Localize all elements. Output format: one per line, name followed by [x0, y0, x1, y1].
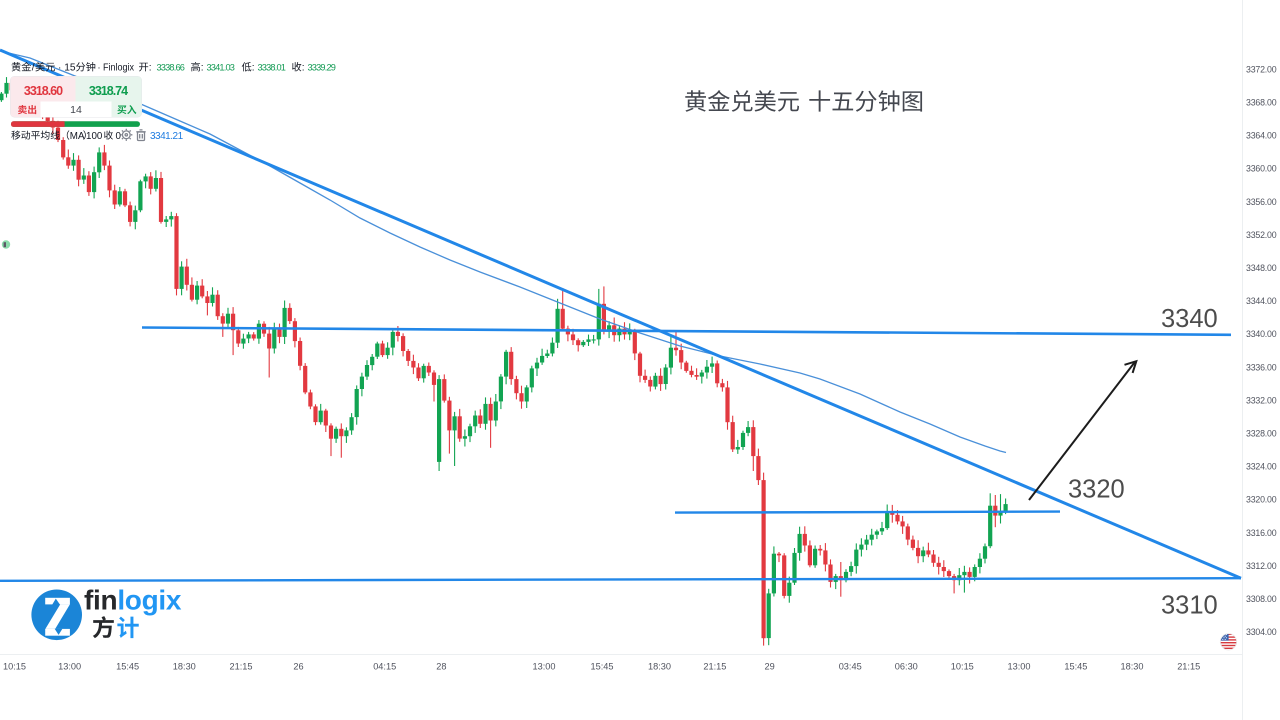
- svg-text:3360.00: 3360.00: [1246, 164, 1277, 174]
- svg-text:03:45: 03:45: [839, 661, 862, 671]
- svg-text:13:00: 13:00: [1008, 661, 1031, 671]
- svg-text:3348.00: 3348.00: [1246, 263, 1277, 273]
- svg-text:29: 29: [764, 661, 774, 671]
- svg-text::: :: [201, 63, 204, 74]
- svg-text:18:30: 18:30: [173, 661, 196, 671]
- svg-text:3338.01: 3338.01: [258, 63, 286, 73]
- svg-text:3318.74: 3318.74: [89, 84, 128, 98]
- svg-text:MA: MA: [70, 131, 85, 142]
- svg-text:0: 0: [116, 131, 122, 142]
- svg-text:3341.03: 3341.03: [207, 63, 235, 73]
- svg-text:18:30: 18:30: [648, 661, 671, 671]
- svg-text:06:30: 06:30: [895, 661, 918, 671]
- svg-text::: :: [302, 63, 305, 74]
- svg-text:3308.00: 3308.00: [1246, 594, 1277, 604]
- svg-text:21:15: 21:15: [1177, 661, 1200, 671]
- svg-text:3372.00: 3372.00: [1246, 64, 1277, 74]
- svg-text:finlogix: finlogix: [84, 585, 182, 616]
- svg-text:26: 26: [293, 661, 303, 671]
- svg-text:3304.00: 3304.00: [1246, 627, 1277, 637]
- svg-text:3368.00: 3368.00: [1246, 98, 1277, 108]
- svg-text:15:45: 15:45: [116, 661, 139, 671]
- svg-text:3320.00: 3320.00: [1246, 495, 1277, 505]
- svg-text:3341.21: 3341.21: [150, 131, 184, 142]
- svg-text:3356.00: 3356.00: [1246, 197, 1277, 207]
- svg-text:3340.00: 3340.00: [1246, 329, 1277, 339]
- svg-text:14: 14: [70, 104, 82, 116]
- svg-text:3316.00: 3316.00: [1246, 528, 1277, 538]
- svg-text:3336.00: 3336.00: [1246, 362, 1277, 372]
- svg-text:15:45: 15:45: [1064, 661, 1087, 671]
- svg-text:3338.66: 3338.66: [157, 63, 185, 73]
- svg-text:10:15: 10:15: [951, 661, 974, 671]
- svg-text:04:15: 04:15: [373, 661, 396, 671]
- svg-text:28: 28: [436, 661, 446, 671]
- svg-text:3324.00: 3324.00: [1246, 462, 1277, 472]
- svg-text:3312.00: 3312.00: [1246, 561, 1277, 571]
- svg-text:3339.29: 3339.29: [308, 63, 336, 73]
- svg-text:· Finlogix: · Finlogix: [98, 63, 135, 74]
- svg-text::: :: [252, 63, 255, 74]
- svg-text:3364.00: 3364.00: [1246, 131, 1277, 141]
- svg-text:3328.00: 3328.00: [1246, 429, 1277, 439]
- svg-text:3320: 3320: [1068, 476, 1125, 504]
- svg-text:3340: 3340: [1161, 305, 1218, 333]
- svg-text:18:30: 18:30: [1121, 661, 1144, 671]
- svg-text:100: 100: [86, 131, 103, 142]
- svg-text:3344.00: 3344.00: [1246, 296, 1277, 306]
- svg-text:3318.60: 3318.60: [24, 84, 63, 98]
- svg-text:21:15: 21:15: [703, 661, 726, 671]
- svg-text:3352.00: 3352.00: [1246, 230, 1277, 240]
- svg-text:3332.00: 3332.00: [1246, 395, 1277, 405]
- svg-text:21:15: 21:15: [230, 661, 253, 671]
- svg-text:· 15: · 15: [58, 63, 76, 74]
- svg-text::: :: [149, 63, 152, 74]
- svg-text:/: /: [32, 63, 35, 74]
- svg-text:15:45: 15:45: [591, 661, 614, 671]
- svg-text:10:15: 10:15: [3, 661, 26, 671]
- svg-text:13:00: 13:00: [533, 661, 556, 671]
- svg-text:3310: 3310: [1161, 592, 1218, 620]
- svg-text:13:00: 13:00: [58, 661, 81, 671]
